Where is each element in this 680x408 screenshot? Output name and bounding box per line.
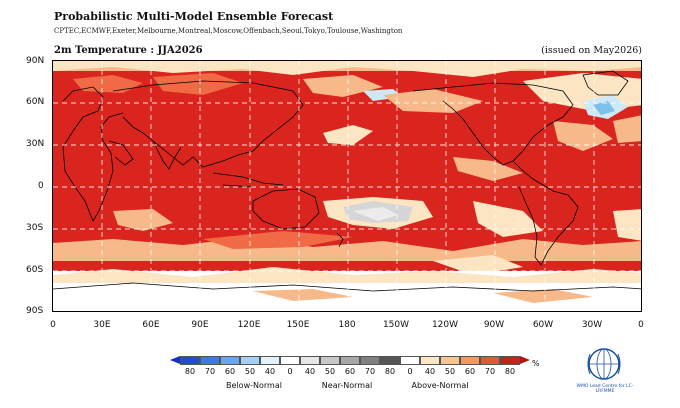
probability-colorbar xyxy=(170,356,530,365)
lat-label-30n: 30N xyxy=(26,139,45,149)
lat-label-30s: 30S xyxy=(26,223,44,233)
colorbar-tick-label: 60 xyxy=(464,367,476,376)
lon-label-60w: 60W xyxy=(532,320,554,330)
contributing-centres: CPTEC,ECMWF,Exeter,Melbourne,Montreal,Mo… xyxy=(54,27,403,35)
wmo-logo-caption: WMO Lead Centre for LC-LRFMME xyxy=(576,384,634,394)
colorbar-segment xyxy=(480,356,500,365)
lon-label-120w: 120W xyxy=(431,320,459,330)
colorbar-tick-label: 50 xyxy=(324,367,336,376)
lon-label-180: 180 xyxy=(338,320,356,330)
lon-label-0-end: 0 xyxy=(638,320,644,330)
colorbar-segment xyxy=(220,356,240,365)
colorbar-segment xyxy=(360,356,380,365)
colorbar-segment xyxy=(200,356,220,365)
lon-label-90e: 90E xyxy=(191,320,209,330)
colorbar-segment xyxy=(440,356,460,365)
colorbar-segment xyxy=(380,356,400,365)
lat-label-60n: 60N xyxy=(26,97,45,107)
colorbar-segment xyxy=(460,356,480,365)
variable-season-subtitle: 2m Temperature : JJA2026 xyxy=(54,45,203,56)
colorbar-tick-label: 40 xyxy=(424,367,436,376)
colorbar-tick-label: 70 xyxy=(484,367,496,376)
colorbar-segment xyxy=(420,356,440,365)
lat-label-90n: 90N xyxy=(26,56,45,66)
colorbar-segment xyxy=(280,356,300,365)
lon-label-120e: 120E xyxy=(237,320,261,330)
chart-title: Probabilistic Multi-Model Ensemble Forec… xyxy=(54,10,334,23)
nh-land-warm-patches xyxy=(73,75,143,93)
colorbar-right-arrow xyxy=(520,356,530,364)
above-normal-label: Above-Normal xyxy=(411,381,469,390)
issue-date: (issued on May2026) xyxy=(541,45,642,56)
colorbar-segment xyxy=(400,356,420,365)
colorbar-tick-label: 70 xyxy=(204,367,216,376)
below-normal-label: Below-Normal xyxy=(226,381,282,390)
lat-label-60s: 60S xyxy=(26,265,44,275)
colorbar-segment xyxy=(500,356,520,365)
colorbar-tick-label: 80 xyxy=(184,367,196,376)
antarctic-band xyxy=(53,267,641,311)
colorbar-segment xyxy=(180,356,200,365)
colorbar-tick-label: 50 xyxy=(444,367,456,376)
graticule xyxy=(53,61,641,311)
colorbar-tick-label: 80 xyxy=(384,367,396,376)
lon-label-30w: 30W xyxy=(581,320,603,330)
colorbar-tick-label: 40 xyxy=(264,367,276,376)
near-normal-label: Near-Normal xyxy=(321,381,373,390)
colorbar-tick-label: 60 xyxy=(224,367,236,376)
lon-label-150e: 150E xyxy=(286,320,310,330)
colorbar-tick-label: 70 xyxy=(364,367,376,376)
lon-label-30e: 30E xyxy=(93,320,111,330)
colorbar-tick-label: 50 xyxy=(244,367,256,376)
colorbar-segment xyxy=(320,356,340,365)
colorbar-segment xyxy=(340,356,360,365)
forecast-map xyxy=(52,60,642,312)
colorbar-unit: % xyxy=(532,359,540,368)
colorbar-segment xyxy=(240,356,260,365)
colorbar-segment xyxy=(260,356,280,365)
lon-label-0: 0 xyxy=(50,320,56,330)
colorbar-tick-label: 0 xyxy=(287,367,293,376)
colorbar-segment xyxy=(300,356,320,365)
colorbar-tick-label: 60 xyxy=(344,367,356,376)
colorbar-tick-label: 80 xyxy=(504,367,516,376)
colorbar-tick-label: 40 xyxy=(304,367,316,376)
colorbar-tick-label: 0 xyxy=(407,367,413,376)
lat-label-90s: 90S xyxy=(26,306,44,316)
wmo-logo-icon xyxy=(587,348,621,380)
probability-field xyxy=(53,61,641,311)
lon-label-90w: 90W xyxy=(483,320,505,330)
coastlines xyxy=(53,70,641,292)
lat-label-equator: 0 xyxy=(38,181,44,191)
lon-label-60e: 60E xyxy=(142,320,160,330)
colorbar-left-arrow xyxy=(170,356,180,364)
lon-label-150w: 150W xyxy=(382,320,410,330)
